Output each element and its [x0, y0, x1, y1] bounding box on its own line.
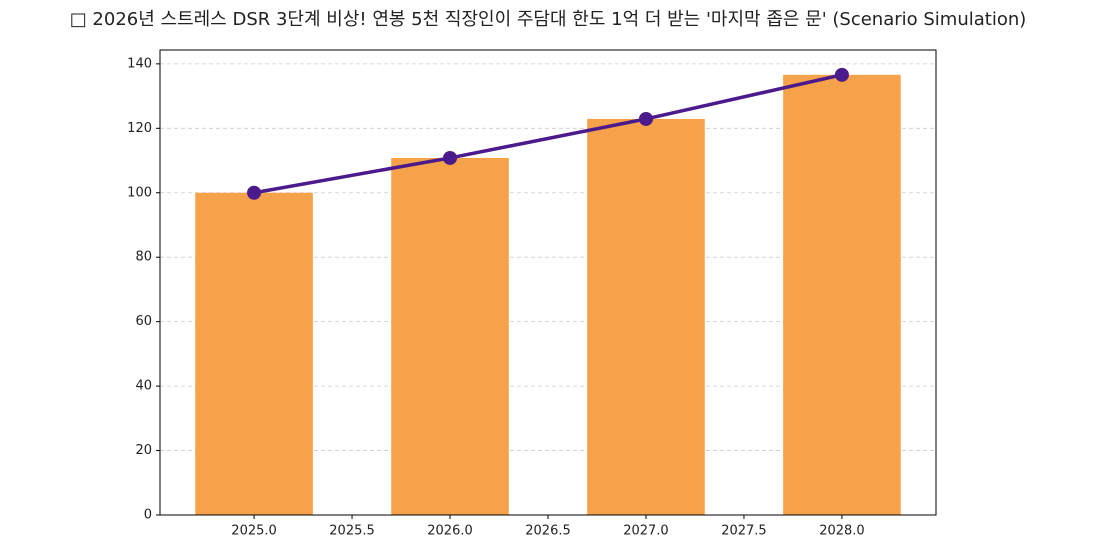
- y-tick-label: 100: [127, 185, 152, 200]
- bar: [783, 74, 901, 515]
- bar: [587, 118, 705, 515]
- line: [253, 73, 843, 195]
- x-tick-label: 2028.0: [819, 524, 865, 539]
- y-tick-label: 60: [135, 314, 152, 329]
- y-tick-label: 120: [127, 121, 152, 136]
- x-tick-label: 2025.5: [329, 524, 375, 539]
- chart-title: □ 2026년 스트레스 DSR 3단계 비상! 연봉 5천 직장인이 주담대 …: [70, 9, 1027, 30]
- y-tick-label: 80: [135, 250, 152, 265]
- line-marker: [443, 150, 458, 165]
- line-marker: [834, 67, 849, 82]
- x-tick-label: 2026.0: [427, 524, 473, 539]
- y-tick-label: 20: [135, 443, 152, 458]
- x-tick-label: 2027.0: [623, 524, 669, 539]
- y-tick-label: 140: [127, 56, 152, 71]
- x-tick-label: 2026.5: [525, 524, 571, 539]
- plot-frame: [159, 49, 937, 516]
- bar: [391, 157, 509, 515]
- y-tick-label: 0: [144, 508, 152, 523]
- y-tick-label: 40: [135, 379, 152, 394]
- plot-area: 0 20 40 60 80 100 120 140 2025.0 2025.5 2026.0 2026…: [127, 56, 936, 539]
- x-tick-label: 2025.0: [231, 524, 277, 539]
- line-marker: [247, 185, 262, 200]
- x-tick-label: 2027.5: [721, 524, 767, 539]
- bar: [195, 192, 313, 515]
- line-marker: [638, 111, 653, 126]
